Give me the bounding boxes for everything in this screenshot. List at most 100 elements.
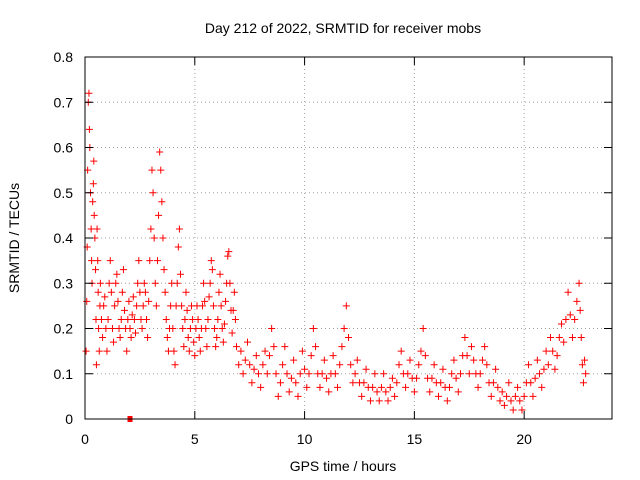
data-point xyxy=(536,370,544,378)
data-point xyxy=(194,315,202,323)
data-point xyxy=(113,270,121,278)
data-point xyxy=(123,347,131,355)
data-point xyxy=(452,374,460,382)
data-point xyxy=(152,302,160,310)
x-tick-label: 0 xyxy=(81,431,89,447)
data-point xyxy=(276,379,284,387)
data-point xyxy=(202,325,210,332)
data-point xyxy=(338,343,346,351)
data-point xyxy=(178,302,186,310)
data-point xyxy=(312,343,320,351)
data-point xyxy=(241,356,249,364)
data-point xyxy=(329,352,337,360)
data-point xyxy=(309,325,317,332)
data-point xyxy=(217,302,225,310)
data-point xyxy=(174,243,182,251)
data-point xyxy=(128,311,136,319)
data-point xyxy=(492,365,500,373)
data-point xyxy=(183,306,191,314)
data-points xyxy=(82,89,590,422)
data-point xyxy=(529,392,537,400)
data-point xyxy=(514,383,522,391)
data-point xyxy=(203,343,211,351)
data-point xyxy=(503,392,511,400)
data-point xyxy=(395,361,403,369)
data-point xyxy=(181,315,189,323)
data-point xyxy=(259,361,267,369)
data-point xyxy=(114,297,122,305)
data-point xyxy=(171,361,179,369)
data-point xyxy=(218,325,226,332)
data-point xyxy=(209,302,217,310)
y-tick-label: 0.8 xyxy=(54,49,74,65)
data-point xyxy=(200,279,208,287)
data-point xyxy=(112,279,120,287)
data-point xyxy=(263,370,271,378)
y-tick-label: 0.2 xyxy=(54,321,74,337)
data-point xyxy=(553,352,561,360)
data-point xyxy=(487,392,495,400)
data-point xyxy=(450,356,458,364)
data-point xyxy=(415,361,423,369)
x-tick-label: 5 xyxy=(191,431,199,447)
data-point xyxy=(573,297,581,305)
data-point xyxy=(239,370,247,378)
data-point xyxy=(214,315,222,323)
data-point xyxy=(283,370,291,378)
data-point xyxy=(235,361,243,369)
data-point xyxy=(388,374,396,382)
data-point xyxy=(88,257,96,265)
data-point xyxy=(160,266,168,274)
data-point xyxy=(375,397,383,405)
data-point xyxy=(281,343,289,351)
data-point xyxy=(268,325,276,332)
data-point xyxy=(373,388,381,396)
data-point xyxy=(104,315,112,323)
data-point xyxy=(557,320,565,328)
data-point xyxy=(222,297,230,305)
data-point xyxy=(298,347,306,355)
data-point xyxy=(90,157,98,165)
data-point xyxy=(169,325,177,332)
data-point xyxy=(290,356,298,364)
y-tick-label: 0.5 xyxy=(54,185,74,201)
data-point xyxy=(555,334,563,342)
data-point xyxy=(527,379,535,387)
data-point xyxy=(85,125,93,133)
data-point xyxy=(151,279,159,287)
y-tick-label: 0.3 xyxy=(54,275,74,291)
y-axis-label: SRMTID / TECUs xyxy=(6,183,22,293)
data-point xyxy=(345,334,352,342)
data-point xyxy=(287,374,295,382)
data-point xyxy=(446,383,454,391)
data-point xyxy=(301,365,309,373)
data-point xyxy=(92,266,100,274)
data-point xyxy=(417,347,425,355)
data-point xyxy=(318,370,326,378)
data-point xyxy=(274,392,282,400)
data-point xyxy=(248,379,256,387)
data-point xyxy=(577,334,585,342)
data-point xyxy=(215,288,223,296)
data-point xyxy=(279,361,287,369)
data-point xyxy=(483,361,491,369)
data-point xyxy=(170,347,178,355)
data-point xyxy=(133,302,141,310)
data-point xyxy=(296,370,304,378)
data-point xyxy=(140,279,148,287)
data-point xyxy=(100,302,108,310)
data-point xyxy=(307,352,315,360)
y-tick-label: 0 xyxy=(65,411,73,427)
data-point xyxy=(107,288,115,296)
data-point xyxy=(198,302,206,310)
data-point xyxy=(205,293,213,301)
data-point xyxy=(148,166,156,174)
data-point xyxy=(397,347,405,355)
data-point xyxy=(99,334,107,342)
data-point xyxy=(105,279,113,287)
data-point xyxy=(126,325,134,332)
data-point xyxy=(108,325,116,332)
data-point xyxy=(292,379,300,387)
data-point xyxy=(380,370,388,378)
